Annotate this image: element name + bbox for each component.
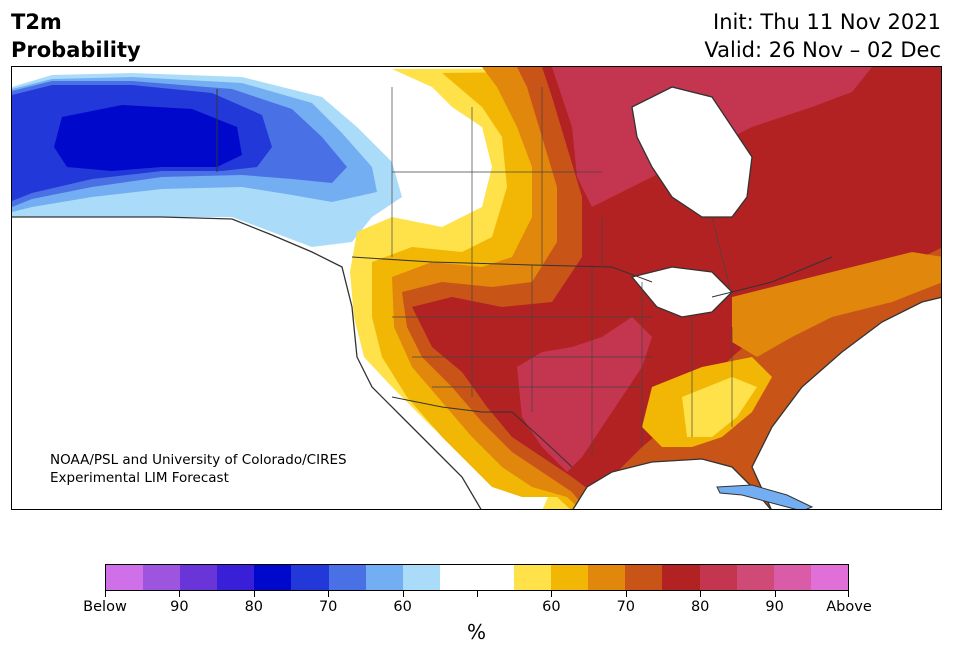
credit-line-1: NOAA/PSL and University of Colorado/CIRE…	[50, 452, 347, 468]
colorbar-swatch	[439, 565, 477, 590]
colorbar-tick	[477, 591, 478, 597]
colorbar-swatch	[291, 565, 329, 590]
colorbar-swatch	[588, 565, 626, 590]
colorbar-swatch	[106, 565, 144, 590]
colorbar-swatch	[328, 565, 366, 590]
cold-region-85	[54, 105, 242, 171]
colorbar-tick	[179, 591, 181, 597]
us-mexico-border	[391, 396, 573, 468]
colorbar-tick	[402, 591, 404, 597]
colorbar-tick	[253, 591, 255, 597]
colorbar-swatch	[699, 565, 737, 590]
colorbar-tick	[105, 591, 106, 597]
colorbar-label: 60	[542, 599, 561, 615]
colorbar-label: 60	[393, 599, 412, 615]
colorbar-swatch	[662, 565, 700, 590]
state-lines	[392, 265, 733, 457]
map-title: T2m Probability	[11, 8, 141, 64]
hudson-bay	[632, 87, 752, 217]
colorbar-tick	[700, 591, 702, 597]
colorbar-swatch	[736, 565, 774, 590]
init-date: Init: Thu 11 Nov 2021	[713, 10, 941, 34]
atlantic-ocean	[752, 297, 941, 509]
variable-name: T2m	[11, 10, 62, 34]
colorbar-swatch	[365, 565, 403, 590]
colorbar-label: Below	[83, 599, 127, 615]
colorbar-labels: Below 90 80 70 60 60 70 80 90 Above	[0, 599, 953, 619]
colorbar-label: 70	[616, 599, 636, 615]
colorbar	[105, 564, 849, 591]
probability-map: NOAA/PSL and University of Colorado/CIRE…	[11, 66, 942, 510]
variable-subtitle: Probability	[11, 38, 141, 62]
colorbar-label: 80	[244, 599, 264, 615]
colorbar-swatch	[217, 565, 255, 590]
forecast-dates: Init: Thu 11 Nov 2021 Valid: 26 Nov – 02…	[704, 8, 941, 64]
colorbar-label: 90	[170, 599, 189, 615]
colorbar-swatch	[180, 565, 218, 590]
cuba-island	[716, 484, 814, 509]
warm-region-85b	[517, 317, 652, 472]
colorbar-tick	[328, 591, 330, 597]
colorbar-tick	[625, 591, 627, 597]
colorbar-swatch	[625, 565, 663, 590]
coastline	[12, 86, 941, 509]
colorbar-tick	[774, 591, 776, 597]
southeast-region-60	[682, 377, 757, 437]
colorbar-tick	[551, 591, 553, 597]
colorbar-label: Above	[826, 599, 872, 615]
colorbar-swatch	[514, 565, 552, 590]
pacific-ocean	[12, 217, 481, 509]
colorbar-ticks	[105, 591, 849, 597]
credit-text: NOAA/PSL and University of Colorado/CIRE…	[50, 451, 347, 487]
colorbar-label: 80	[690, 599, 710, 615]
colorbar-label: 70	[318, 599, 338, 615]
northeast-region-70	[732, 252, 941, 357]
colorbar-swatch	[143, 565, 181, 590]
colorbar-swatch	[402, 565, 440, 590]
colorbar-swatch	[810, 565, 848, 590]
canada-province-lines	[391, 87, 733, 298]
great-lakes	[632, 267, 732, 317]
gulf-of-mexico	[573, 459, 771, 509]
colorbar-swatch	[551, 565, 589, 590]
valid-date-range: Valid: 26 Nov – 02 Dec	[704, 38, 941, 62]
colorbar-label: 90	[765, 599, 784, 615]
colorbar-swatch	[254, 565, 292, 590]
colorbar-unit: %	[466, 620, 486, 644]
credit-line-2: Experimental LIM Forecast	[50, 470, 229, 486]
colorbar-swatch	[476, 565, 515, 590]
colorbar-tick	[848, 591, 849, 597]
colorbar-swatch	[773, 565, 811, 590]
map-canvas	[12, 67, 941, 509]
